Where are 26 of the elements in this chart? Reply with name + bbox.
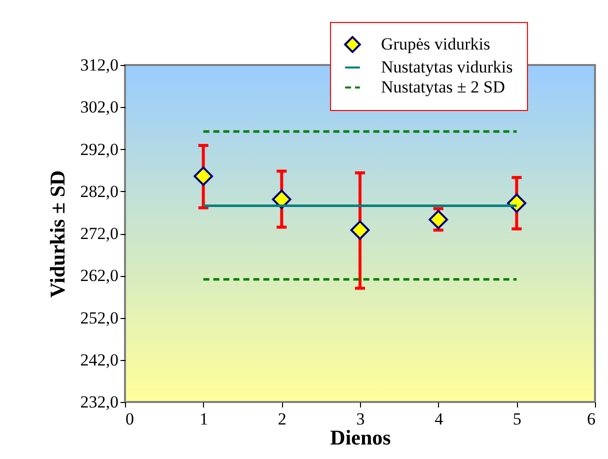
y-tick-label: 292,0 (80, 140, 118, 159)
legend-label: Nustatytas ± 2 SD (381, 78, 506, 96)
x-tick-label: 0 (126, 410, 134, 428)
point (272, 190, 292, 210)
x-axis-title: Dienos (330, 426, 391, 450)
x-tick-label: 4 (434, 410, 444, 428)
legend-label: Nustatytas vidurkis (381, 58, 513, 76)
point (507, 194, 526, 213)
point (194, 166, 213, 186)
y-tick-label: 312,0 (80, 56, 118, 74)
y-tick-label: 242,0 (80, 350, 118, 370)
y-tick-label: 272,0 (80, 224, 118, 243)
x-tick-label: 5 (512, 410, 522, 428)
y-tick-label: 232,0 (80, 392, 118, 412)
y-tick-label: 262,0 (80, 266, 118, 286)
legend-label: Grupės vidurkis (381, 34, 490, 54)
y-axis-title: Vidurkis ± SD (45, 170, 70, 298)
x-tick-label: 2 (278, 410, 286, 428)
x-tick-label: 1 (200, 410, 208, 428)
point (350, 220, 370, 240)
x-tick-label: 3 (356, 410, 365, 428)
y-tick-label: 302,0 (80, 98, 118, 117)
x-tick-label: 6 (587, 410, 596, 428)
point (428, 210, 448, 230)
y-tick-label: 282,0 (80, 182, 118, 201)
y-tick-label: 252,0 (80, 308, 118, 328)
